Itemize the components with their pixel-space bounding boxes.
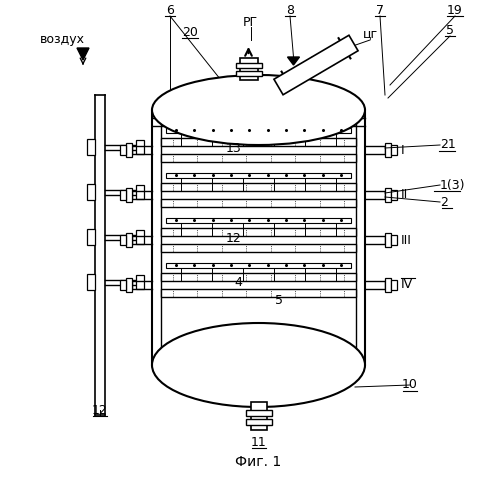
- Bar: [161, 138, 356, 146]
- Bar: [136, 140, 144, 154]
- Text: 21: 21: [440, 138, 456, 151]
- Bar: [240, 58, 257, 80]
- Text: 13: 13: [226, 142, 242, 154]
- Bar: [246, 410, 272, 416]
- Bar: [126, 233, 132, 247]
- Bar: [236, 63, 261, 68]
- Text: 2: 2: [440, 196, 448, 208]
- Text: 5: 5: [275, 294, 283, 306]
- Bar: [391, 235, 397, 245]
- Bar: [126, 188, 132, 202]
- Bar: [161, 154, 356, 162]
- Bar: [385, 188, 391, 202]
- Text: 7: 7: [376, 4, 384, 16]
- Bar: [385, 233, 391, 247]
- Text: воздух: воздух: [40, 34, 85, 46]
- Bar: [87, 229, 95, 245]
- Bar: [161, 228, 356, 236]
- Bar: [391, 190, 397, 200]
- Text: 1(3): 1(3): [440, 178, 465, 192]
- Text: РГ: РГ: [243, 16, 258, 28]
- Bar: [126, 143, 132, 157]
- Bar: [391, 280, 397, 290]
- Bar: [136, 185, 144, 199]
- Text: цг: цг: [363, 28, 377, 40]
- Text: II: II: [401, 188, 408, 202]
- Bar: [246, 419, 272, 425]
- Ellipse shape: [152, 75, 365, 145]
- Text: 12: 12: [92, 404, 108, 416]
- Bar: [136, 230, 144, 244]
- Bar: [161, 199, 356, 207]
- Text: 5: 5: [446, 24, 454, 36]
- Text: 19: 19: [447, 4, 463, 16]
- Bar: [126, 278, 132, 292]
- Text: 20: 20: [182, 26, 198, 38]
- Text: 10: 10: [402, 378, 418, 392]
- Text: I: I: [401, 144, 405, 156]
- Bar: [161, 289, 356, 297]
- Bar: [120, 235, 126, 245]
- Bar: [391, 145, 397, 155]
- Bar: [166, 128, 351, 132]
- Ellipse shape: [152, 323, 365, 407]
- Bar: [385, 143, 391, 157]
- Text: 4: 4: [235, 276, 243, 289]
- Text: III: III: [401, 234, 412, 246]
- Bar: [161, 183, 356, 191]
- Polygon shape: [77, 48, 89, 60]
- Text: IV: IV: [401, 278, 413, 291]
- Bar: [385, 278, 391, 292]
- Text: Фиг. 1: Фиг. 1: [235, 455, 282, 469]
- Bar: [166, 218, 351, 222]
- Bar: [161, 273, 356, 281]
- Bar: [120, 280, 126, 290]
- Text: 12: 12: [226, 232, 242, 244]
- Polygon shape: [288, 57, 299, 65]
- Bar: [87, 184, 95, 200]
- Bar: [166, 262, 351, 268]
- Polygon shape: [274, 35, 358, 95]
- Bar: [87, 274, 95, 290]
- Bar: [166, 172, 351, 178]
- Bar: [87, 139, 95, 155]
- Bar: [161, 244, 356, 252]
- Text: 8: 8: [286, 4, 294, 16]
- Bar: [236, 71, 261, 76]
- Text: 6: 6: [166, 4, 174, 16]
- Bar: [250, 402, 266, 430]
- Text: 11: 11: [250, 436, 266, 448]
- Bar: [120, 145, 126, 155]
- Bar: [120, 190, 126, 200]
- Bar: [136, 275, 144, 289]
